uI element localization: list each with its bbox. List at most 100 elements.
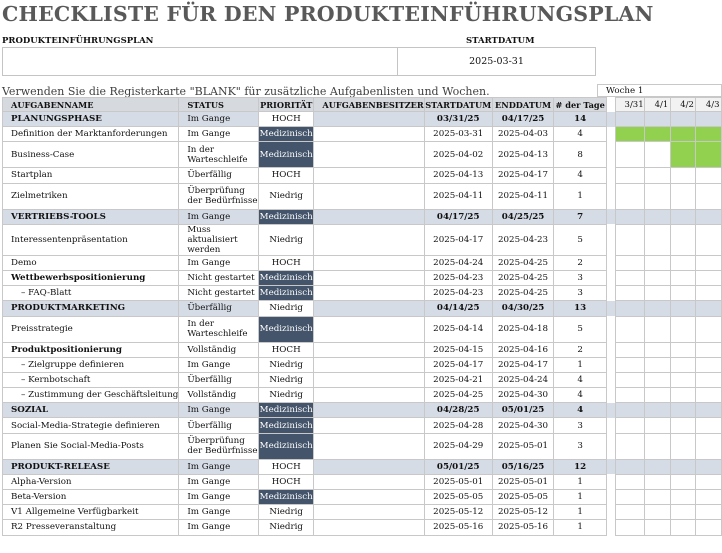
- days-cell[interactable]: 4: [553, 387, 608, 404]
- priority-cell[interactable]: Medizinisch: [257, 141, 315, 169]
- status-cell[interactable]: Im Gange: [178, 519, 259, 536]
- task-name-cell[interactable]: Produktpositionierung: [1, 341, 180, 358]
- task-name-cell[interactable]: VERTRIEBS-TOOLS: [1, 208, 180, 225]
- priority-cell[interactable]: HOCH: [257, 110, 315, 128]
- priority-cell[interactable]: HOCH: [257, 341, 315, 358]
- owner-cell[interactable]: [313, 315, 425, 343]
- days-cell[interactable]: 1: [553, 473, 608, 491]
- table-row[interactable]: Zielmetriken Überprüfung der Bedürfnisse N…: [1, 182, 722, 210]
- table-row[interactable]: Preisstrategie In der Warteschleife Medizi…: [1, 315, 722, 343]
- task-name-cell[interactable]: – FAQ-Blatt: [1, 285, 180, 302]
- days-cell[interactable]: 3: [553, 417, 608, 434]
- task-name-cell[interactable]: Preisstrategie: [1, 315, 180, 343]
- owner-cell[interactable]: [313, 269, 425, 287]
- task-name-cell[interactable]: Zielmetriken: [1, 182, 180, 210]
- table-row[interactable]: Demo Im Gange HOCH 2025-04-24 2025-04-25 2: [1, 254, 722, 271]
- col-header-status[interactable]: STATUS: [178, 97, 259, 112]
- owner-cell[interactable]: [313, 519, 425, 536]
- priority-cell[interactable]: Niedrig: [257, 371, 315, 389]
- owner-cell[interactable]: [313, 182, 425, 210]
- owner-cell[interactable]: [313, 254, 425, 271]
- end-date-cell[interactable]: 04/30/25: [491, 300, 555, 317]
- table-row[interactable]: – Kernbotschaft Überfällig Niedrig 2025-04-…: [1, 371, 722, 389]
- start-date-cell[interactable]: 2025-04-21: [423, 371, 493, 389]
- col-header-owner[interactable]: AUFGABENBESITZER: [313, 97, 425, 112]
- owner-cell[interactable]: [313, 167, 425, 184]
- end-date-cell[interactable]: 2025-04-24: [491, 371, 555, 389]
- task-name-cell[interactable]: Definition der Marktanforderungen: [1, 126, 180, 143]
- task-name-cell[interactable]: – Zielgruppe definieren: [1, 356, 180, 373]
- table-row[interactable]: Alpha-Version Im Gange HOCH 2025-05-01 2025-…: [1, 473, 722, 491]
- end-date-cell[interactable]: 2025-04-30: [491, 387, 555, 404]
- start-date-cell[interactable]: 2025-04-29: [423, 432, 493, 460]
- priority-cell[interactable]: Medizinisch: [257, 285, 315, 302]
- owner-cell[interactable]: [313, 208, 425, 225]
- start-date-cell[interactable]: 04/14/25: [423, 300, 493, 317]
- days-cell[interactable]: 4: [553, 371, 608, 389]
- status-cell[interactable]: Überfällig: [178, 371, 259, 389]
- owner-cell[interactable]: [313, 126, 425, 143]
- end-date-cell[interactable]: 2025-04-13: [491, 141, 555, 169]
- status-cell[interactable]: Im Gange: [178, 356, 259, 373]
- days-cell[interactable]: 3: [553, 285, 608, 302]
- section-row[interactable]: PRODUKTMARKETING Überfällig Niedrig 04/14/2…: [1, 300, 722, 317]
- days-cell[interactable]: 4: [553, 402, 608, 419]
- priority-cell[interactable]: Medizinisch: [257, 402, 315, 419]
- status-cell[interactable]: Überfällig: [178, 417, 259, 434]
- priority-cell[interactable]: Medizinisch: [257, 315, 315, 343]
- table-row[interactable]: Beta-Version Im Gange Medizinisch 2025-05-0…: [1, 488, 722, 506]
- task-name-cell[interactable]: Wettbewerbspositionierung: [1, 269, 180, 287]
- priority-cell[interactable]: Niedrig: [257, 182, 315, 210]
- status-cell[interactable]: Im Gange: [178, 458, 259, 475]
- days-cell[interactable]: 4: [553, 167, 608, 184]
- priority-cell[interactable]: Medizinisch: [257, 488, 315, 506]
- end-date-cell[interactable]: 2025-05-12: [491, 504, 555, 521]
- task-name-cell[interactable]: Interessentenpräsentation: [1, 223, 180, 256]
- status-cell[interactable]: Nicht gestartet: [178, 269, 259, 287]
- days-cell[interactable]: 5: [553, 315, 608, 343]
- start-date-cell[interactable]: 2025-05-05: [423, 488, 493, 506]
- owner-cell[interactable]: [313, 504, 425, 521]
- status-cell[interactable]: Vollständig: [178, 341, 259, 358]
- status-cell[interactable]: Muss aktualisiert werden: [178, 223, 259, 256]
- priority-cell[interactable]: Medizinisch: [257, 126, 315, 143]
- start-date-cell[interactable]: 2025-04-17: [423, 223, 493, 256]
- priority-cell[interactable]: Niedrig: [257, 519, 315, 536]
- section-row[interactable]: VERTRIEBS-TOOLS Im Gange Medizinisch 04/17/…: [1, 208, 722, 225]
- section-row[interactable]: PRODUKT-RELEASE Im Gange HOCH 05/01/25 05/16…: [1, 458, 722, 475]
- task-name-cell[interactable]: PLANUNGSPHASE: [1, 110, 180, 128]
- status-cell[interactable]: Im Gange: [178, 488, 259, 506]
- task-name-cell[interactable]: Alpha-Version: [1, 473, 180, 491]
- task-name-cell[interactable]: PRODUKT-RELEASE: [1, 458, 180, 475]
- status-cell[interactable]: In der Warteschleife: [178, 141, 259, 169]
- end-date-cell[interactable]: 2025-04-23: [491, 223, 555, 256]
- task-name-cell[interactable]: Planen Sie Social-Media-Posts: [1, 432, 180, 460]
- days-cell[interactable]: 1: [553, 504, 608, 521]
- status-cell[interactable]: Im Gange: [178, 473, 259, 491]
- task-name-cell[interactable]: Demo: [1, 254, 180, 271]
- days-cell[interactable]: 1: [553, 488, 608, 506]
- priority-cell[interactable]: Niedrig: [257, 300, 315, 317]
- days-cell[interactable]: 13: [553, 300, 608, 317]
- start-date-cell[interactable]: 2025-04-28: [423, 417, 493, 434]
- status-cell[interactable]: Im Gange: [178, 126, 259, 143]
- task-name-cell[interactable]: Business-Case: [1, 141, 180, 169]
- owner-cell[interactable]: [313, 223, 425, 256]
- plan-name-field[interactable]: [2, 47, 398, 76]
- start-date-cell[interactable]: 2025-04-24: [423, 254, 493, 271]
- priority-cell[interactable]: Medizinisch: [257, 417, 315, 434]
- start-date-cell[interactable]: 2025-04-17: [423, 356, 493, 373]
- status-cell[interactable]: Überprüfung der Bedürfnisse: [178, 182, 259, 210]
- start-date-cell[interactable]: 2025-05-01: [423, 473, 493, 491]
- owner-cell[interactable]: [313, 417, 425, 434]
- table-row[interactable]: – FAQ-Blatt Nicht gestartet Medizinisch 202…: [1, 285, 722, 302]
- days-cell[interactable]: 1: [553, 182, 608, 210]
- start-date-cell[interactable]: 05/01/25: [423, 458, 493, 475]
- col-header-end[interactable]: ENDDATUM: [491, 97, 555, 112]
- owner-cell[interactable]: [313, 285, 425, 302]
- start-date-cell[interactable]: 2025-05-12: [423, 504, 493, 521]
- start-date-cell[interactable]: 2025-04-23: [423, 269, 493, 287]
- priority-cell[interactable]: HOCH: [257, 167, 315, 184]
- start-date-cell[interactable]: 2025-04-15: [423, 341, 493, 358]
- task-name-cell[interactable]: – Kernbotschaft: [1, 371, 180, 389]
